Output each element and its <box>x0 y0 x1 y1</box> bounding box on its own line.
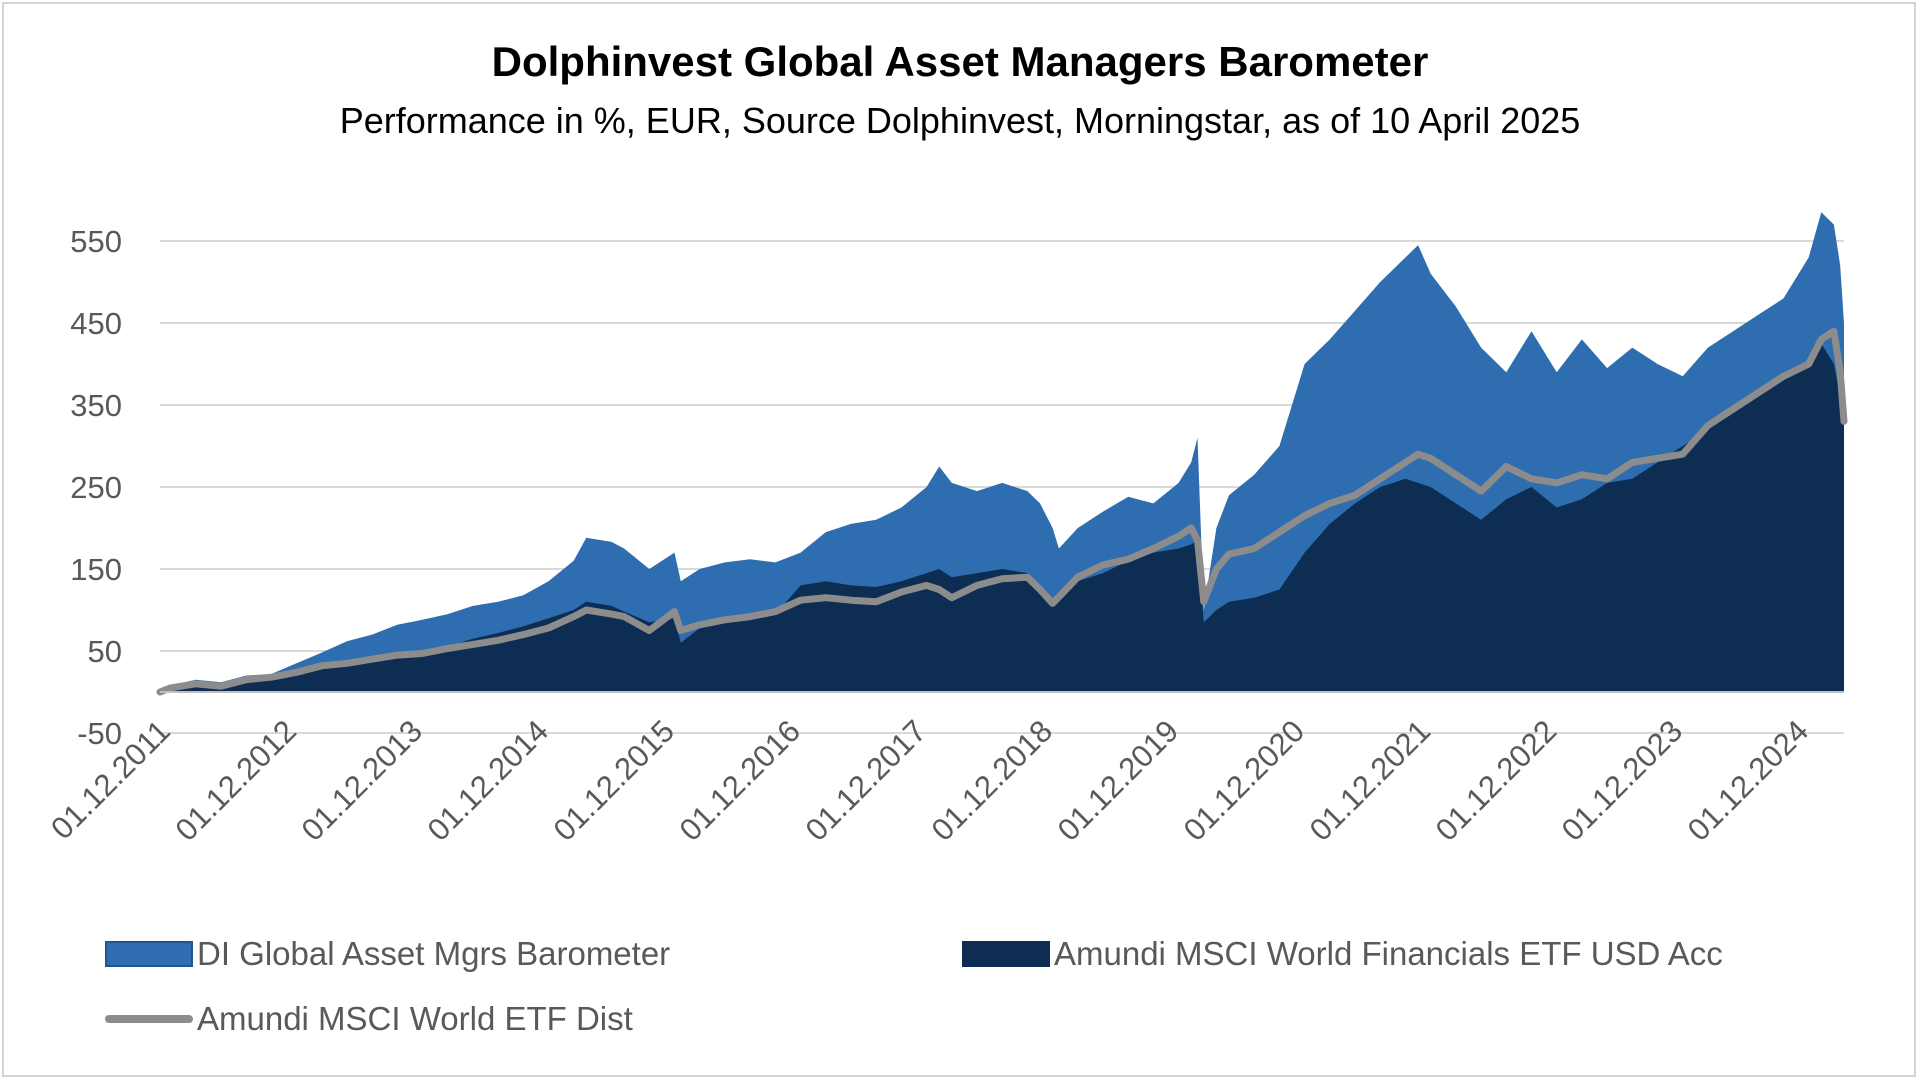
y-tick-label-5: 450 <box>70 306 122 341</box>
series-line-2 <box>156 327 1848 696</box>
y-tick-label-6: 550 <box>70 224 122 259</box>
chart-title: Dolphinvest Global Asset Managers Barome… <box>491 38 1429 85</box>
series-lines <box>156 327 1848 696</box>
series-area-1 <box>160 343 1844 692</box>
y-tick-label-4: 350 <box>70 388 122 423</box>
y-tick-label-1: 50 <box>88 634 122 669</box>
y-axis-ticks: -50 50 150 250 350 450 550 <box>70 224 122 751</box>
chart-subtitle: Performance in %, EUR, Source Dolphinves… <box>339 100 1581 141</box>
y-tick-label-3: 250 <box>70 470 122 505</box>
y-tick-label-0: -50 <box>77 716 122 751</box>
series-areas <box>160 212 1844 693</box>
y-tick-label-2: 150 <box>70 552 122 587</box>
